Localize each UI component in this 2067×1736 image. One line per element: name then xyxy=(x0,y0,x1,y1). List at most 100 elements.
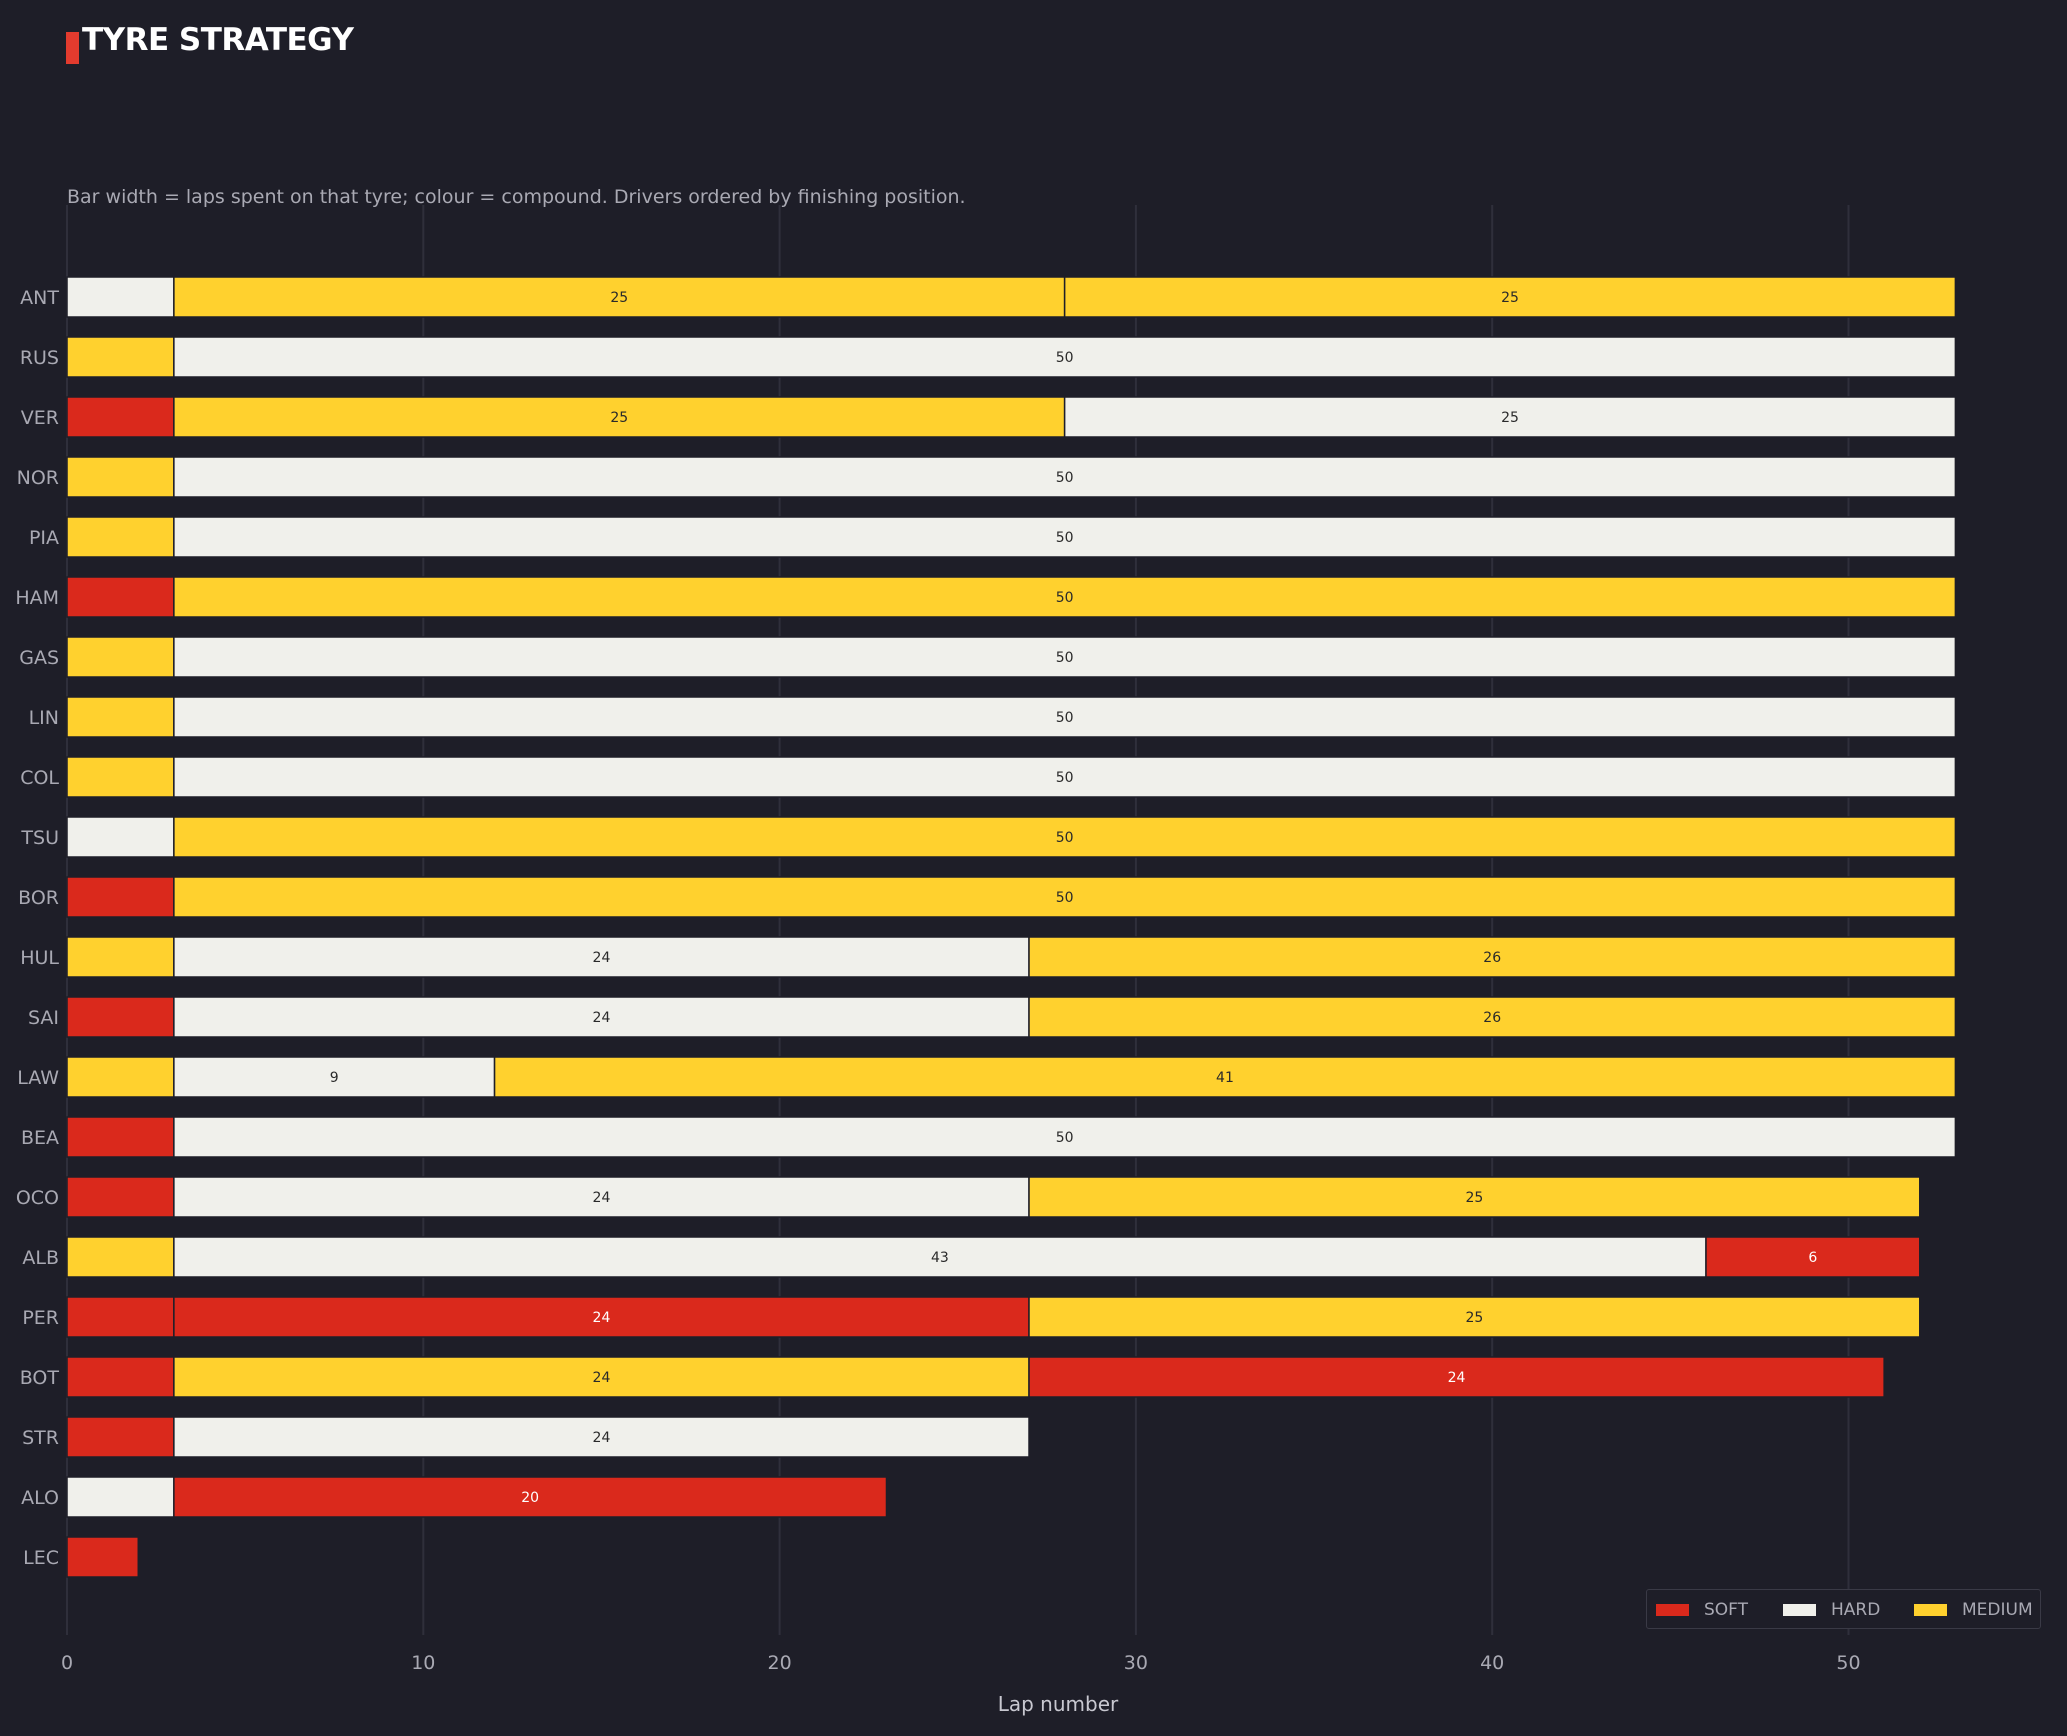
stint-bar xyxy=(1028,1356,1885,1398)
y-tick-label: STR xyxy=(22,1427,59,1449)
stint-bar xyxy=(173,936,1030,978)
y-tick-label: BOT xyxy=(20,1367,60,1389)
legend-item-medium: MEDIUM xyxy=(1914,1590,2033,1630)
y-tick-label: RUS xyxy=(20,347,59,369)
y-tick-label: LIN xyxy=(29,707,59,729)
stint-bar xyxy=(173,456,1957,498)
legend-item-hard: HARD xyxy=(1783,1590,1880,1630)
stint-bar xyxy=(173,1416,1030,1458)
stint-lap-label: 25 xyxy=(1465,1190,1483,1206)
stint-lap-label: 25 xyxy=(1465,1310,1483,1326)
stint-bar xyxy=(173,876,1957,918)
stint-bar xyxy=(66,936,175,978)
y-tick-label: GAS xyxy=(19,647,59,669)
x-tick-label: 20 xyxy=(768,1652,792,1674)
stint-bar xyxy=(173,336,1957,378)
stint-lap-label: 25 xyxy=(1501,410,1519,426)
stint-bar xyxy=(1063,396,1957,438)
legend-swatch-soft xyxy=(1656,1604,1689,1616)
stint-lap-label: 24 xyxy=(1448,1370,1466,1386)
y-tick-label: HAM xyxy=(15,587,59,609)
stint-bar xyxy=(173,636,1957,678)
stint-bar xyxy=(66,1356,175,1398)
stint-lap-label: 24 xyxy=(593,950,611,966)
legend-swatch-medium xyxy=(1914,1604,1947,1616)
legend-item-soft: SOFT xyxy=(1656,1590,1748,1630)
stint-bar xyxy=(66,756,175,798)
stint-bar xyxy=(66,696,175,738)
stint-lap-label: 24 xyxy=(593,1190,611,1206)
stint-lap-label: 24 xyxy=(593,1010,611,1026)
stint-lap-label: 43 xyxy=(931,1250,949,1266)
stint-bar xyxy=(66,336,175,378)
stint-bar xyxy=(173,756,1957,798)
stint-lap-label: 41 xyxy=(1216,1070,1234,1086)
legend-label-soft: SOFT xyxy=(1704,1600,1749,1620)
stint-bar xyxy=(66,996,175,1038)
stint-bar xyxy=(173,816,1957,858)
stint-bar xyxy=(66,1116,175,1158)
x-tick-label: 10 xyxy=(411,1652,435,1674)
y-tick-label: LAW xyxy=(17,1067,59,1089)
stint-bar xyxy=(1705,1236,1921,1278)
stint-bar xyxy=(173,1236,1707,1278)
stint-lap-label: 25 xyxy=(1501,290,1519,306)
stint-bar xyxy=(173,576,1957,618)
stint-bar xyxy=(173,696,1957,738)
stint-bar xyxy=(66,1476,175,1518)
stint-bar xyxy=(173,516,1957,558)
stint-bar xyxy=(173,1176,1030,1218)
stint-bar xyxy=(66,516,175,558)
x-tick-label: 40 xyxy=(1480,1652,1504,1674)
y-tick-label: PER xyxy=(22,1307,59,1329)
stint-lap-label: 50 xyxy=(1056,1130,1074,1146)
stint-bar xyxy=(173,996,1030,1038)
stint-lap-label: 24 xyxy=(593,1310,611,1326)
stint-lap-label: 6 xyxy=(1808,1250,1817,1266)
stint-bar xyxy=(173,1356,1030,1398)
stint-bar xyxy=(66,1176,175,1218)
stint-lap-label: 26 xyxy=(1483,950,1501,966)
y-tick-label: VER xyxy=(21,407,59,429)
x-tick-label: 0 xyxy=(61,1652,73,1674)
legend-label-hard: HARD xyxy=(1831,1600,1881,1620)
stint-bar xyxy=(66,636,175,678)
y-tick-label: COL xyxy=(20,767,59,789)
stint-bar xyxy=(66,1536,140,1578)
stint-bar xyxy=(1028,996,1957,1038)
stint-lap-label: 50 xyxy=(1056,350,1074,366)
stint-lap-label: 25 xyxy=(610,410,628,426)
stint-lap-label: 20 xyxy=(521,1490,539,1506)
y-tick-label: NOR xyxy=(17,467,59,489)
stint-lap-label: 9 xyxy=(330,1070,339,1086)
stint-bar xyxy=(66,1416,175,1458)
y-tick-label: ALB xyxy=(22,1247,59,1269)
x-tick-label: 30 xyxy=(1124,1652,1148,1674)
legend-swatch-hard xyxy=(1783,1604,1816,1616)
stint-lap-label: 50 xyxy=(1056,590,1074,606)
page-title: TYRE STRATEGY xyxy=(82,22,354,58)
stint-lap-label: 50 xyxy=(1056,770,1074,786)
stint-lap-label: 24 xyxy=(593,1370,611,1386)
stint-bar xyxy=(66,1236,175,1278)
stint-bar xyxy=(66,1296,175,1338)
stint-bar xyxy=(66,396,175,438)
stint-bar xyxy=(173,276,1066,318)
y-tick-label: PIA xyxy=(29,527,59,549)
stint-bar xyxy=(1028,1296,1921,1338)
stint-bar xyxy=(66,816,175,858)
stint-bar xyxy=(66,576,175,618)
stint-bar xyxy=(173,1476,888,1518)
stint-lap-label: 50 xyxy=(1056,710,1074,726)
stint-lap-label: 50 xyxy=(1056,470,1074,486)
stint-lap-label: 50 xyxy=(1056,890,1074,906)
stint-bar xyxy=(173,1116,1957,1158)
y-tick-label: SAI xyxy=(28,1007,59,1029)
x-tick-label: 50 xyxy=(1836,1652,1860,1674)
chart-legend: SOFT HARD MEDIUM xyxy=(1646,1589,2041,1629)
stint-bar xyxy=(1028,936,1957,978)
legend-label-medium: MEDIUM xyxy=(1962,1600,2033,1620)
y-tick-label: ANT xyxy=(20,287,59,309)
y-tick-label: LEC xyxy=(23,1547,59,1569)
